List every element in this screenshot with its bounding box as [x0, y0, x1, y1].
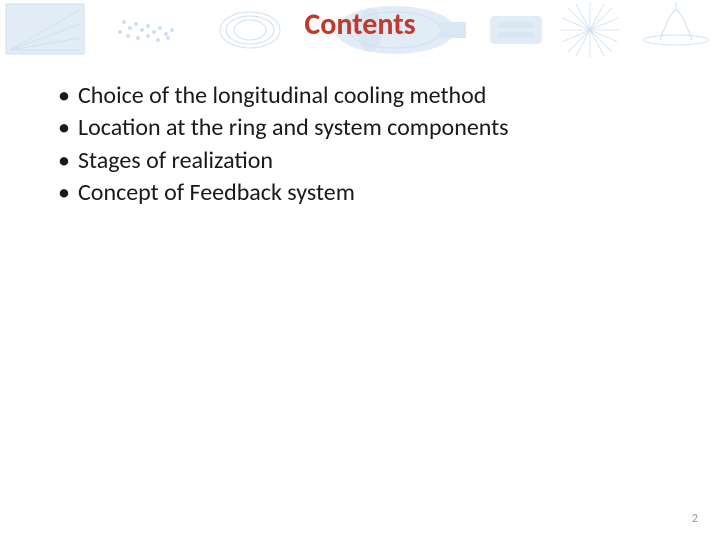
- page-number: 2: [692, 512, 698, 526]
- page-title: Contents: [0, 6, 720, 43]
- content-area: Choice of the longitudinal cooling metho…: [58, 80, 690, 210]
- list-item: Concept of Feedback system: [58, 177, 690, 209]
- bullet-list: Choice of the longitudinal cooling metho…: [58, 80, 690, 210]
- list-item: Location at the ring and system componen…: [58, 112, 690, 144]
- list-item: Stages of realization: [58, 145, 690, 177]
- list-item: Choice of the longitudinal cooling metho…: [58, 80, 690, 112]
